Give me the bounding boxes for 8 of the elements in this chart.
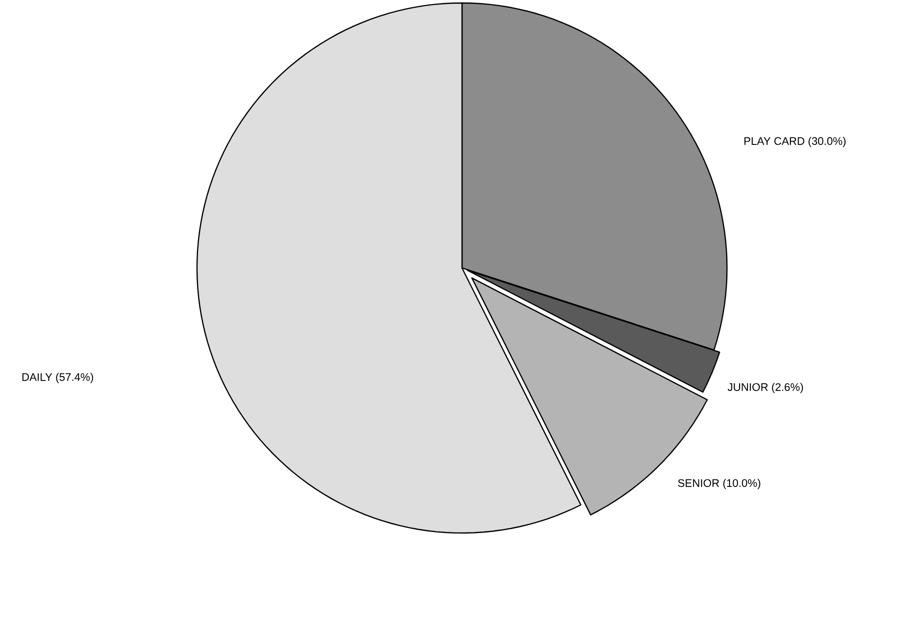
slice-label: PLAY CARD <box>744 137 804 145</box>
data-label: (30.0%) <box>808 136 846 148</box>
slice-label: DAILY <box>22 373 52 381</box>
slice-label: SENIOR <box>678 479 720 487</box>
data-label: (57.4%) <box>56 372 94 384</box>
data-label: (10.0%) <box>723 478 760 490</box>
slice-label: JUNIOR <box>728 383 768 391</box>
data-label: (2.6%) <box>772 382 803 394</box>
